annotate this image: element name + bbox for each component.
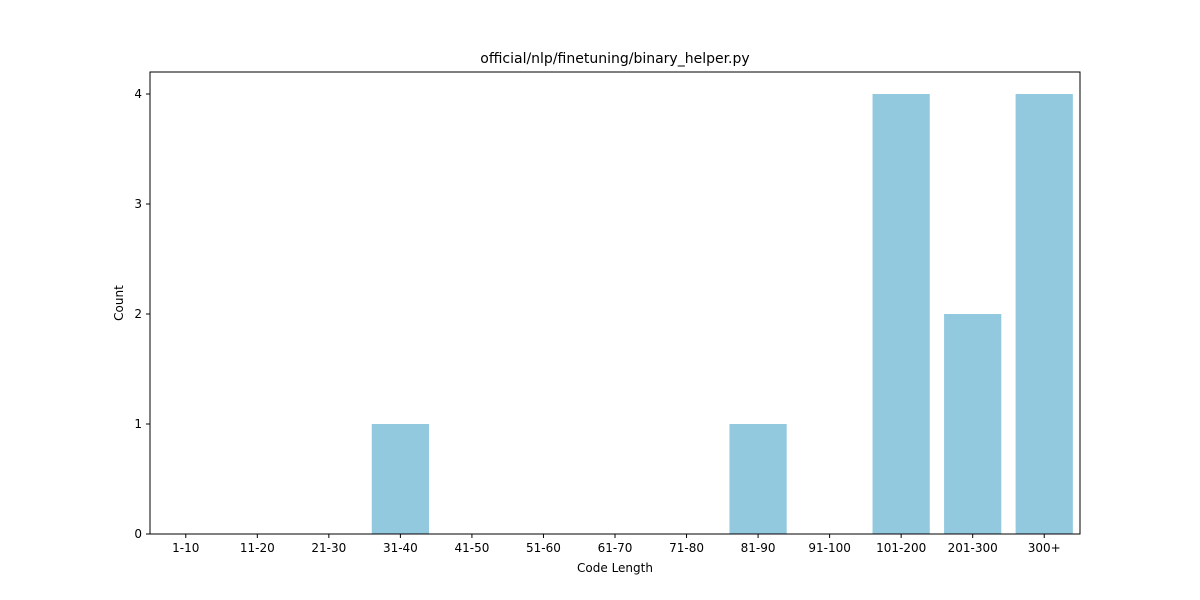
x-tick-label: 201-300 — [948, 541, 998, 555]
x-tick-label: 81-90 — [741, 541, 776, 555]
x-tick-label: 91-100 — [808, 541, 851, 555]
x-tick-label: 11-20 — [240, 541, 275, 555]
bar-300+ — [1015, 94, 1073, 534]
x-tick-label: 51-60 — [526, 541, 561, 555]
x-axis: 1-10 11-20 21-30 31-40 41-50 51-60 61-70 71-80 8… — [172, 534, 1061, 555]
x-tick-label: 71-80 — [669, 541, 704, 555]
y-axis: 0 1 2 3 4 — [134, 87, 150, 541]
x-tick-label: 1-10 — [172, 541, 199, 555]
x-axis-label: Code Length — [577, 561, 653, 575]
bar-201-300 — [944, 314, 1002, 534]
y-tick-label: 0 — [134, 527, 142, 541]
chart-title: official/nlp/finetuning/binary_helper.py — [480, 51, 749, 67]
y-tick-label: 4 — [134, 87, 142, 101]
y-tick-label: 2 — [134, 307, 142, 321]
bars-group — [371, 94, 1073, 534]
x-tick-label: 61-70 — [598, 541, 633, 555]
x-tick-label: 31-40 — [383, 541, 418, 555]
x-tick-label: 300+ — [1028, 541, 1061, 555]
x-tick-label: 21-30 — [311, 541, 346, 555]
bar-31-40 — [371, 424, 429, 534]
bar-81-90 — [729, 424, 787, 534]
x-tick-label: 101-200 — [876, 541, 926, 555]
y-axis-label: Count — [112, 285, 126, 321]
y-tick-label: 3 — [134, 197, 142, 211]
bar-101-200 — [872, 94, 930, 534]
plot-frame — [149, 71, 1081, 535]
y-tick-label: 1 — [134, 417, 142, 431]
x-tick-label: 41-50 — [454, 541, 489, 555]
